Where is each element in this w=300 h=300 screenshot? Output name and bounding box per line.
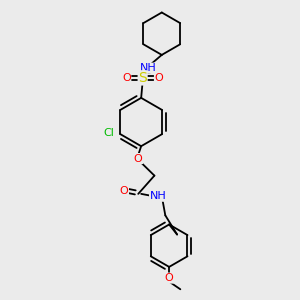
Text: O: O [154, 73, 163, 83]
Text: O: O [120, 186, 128, 196]
Text: O: O [122, 73, 131, 83]
Text: O: O [165, 273, 173, 283]
Text: NH: NH [150, 191, 166, 201]
Text: O: O [134, 154, 142, 164]
Text: Cl: Cl [103, 128, 114, 138]
Text: S: S [138, 71, 147, 85]
Text: NH: NH [140, 63, 157, 73]
